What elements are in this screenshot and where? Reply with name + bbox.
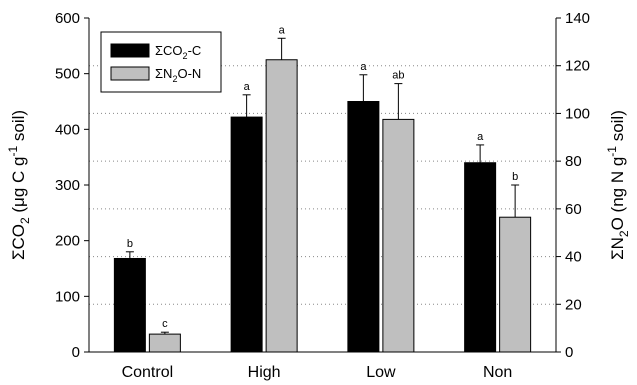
category-label: Low: [366, 364, 396, 381]
left-axis-title-part: (μg C g: [9, 157, 28, 218]
legend-swatch-n2o: [110, 66, 150, 81]
bars: b a a a c a ab b: [113, 24, 532, 353]
right-axis-title-part: ΣN: [608, 237, 627, 260]
left-tick-label: 100: [55, 288, 80, 305]
category-label: Control: [122, 364, 174, 381]
right-tick-label: 140: [565, 10, 590, 27]
legend: ΣCO2-C ΣN2O-N: [100, 31, 222, 93]
right-tick-label: 80: [565, 153, 582, 170]
significance-label: b: [512, 171, 518, 183]
legend-label-n2o-part: ΣN: [155, 66, 172, 81]
legend-label-n2o: ΣN2O-N: [155, 66, 201, 84]
right-tick-label: 0: [565, 344, 573, 361]
left-tick-label: 200: [55, 233, 80, 250]
left-axis-title: ΣCO2 (μg C g-1 soil): [6, 110, 32, 260]
left-tick-label: 500: [55, 66, 80, 83]
legend-label-co2: ΣCO2-C: [155, 43, 201, 61]
category-label: High: [248, 364, 281, 381]
bar: [347, 101, 380, 353]
right-axis-title-part: O (ng N g: [608, 157, 627, 231]
legend-label-co2-subscript: 2: [183, 51, 188, 61]
bar: [464, 162, 497, 353]
right-axis-title-subscript: 2: [617, 230, 631, 237]
legend-swatch-co2: [110, 43, 150, 58]
left-axis-title-part: ΣCO: [9, 224, 28, 260]
left-tick-label: 300: [55, 177, 80, 194]
significance-label: b: [127, 238, 133, 250]
right-tick-label: 100: [565, 105, 590, 122]
legend-label-n2o-subscript: 2: [172, 74, 177, 84]
bar: [148, 333, 181, 353]
bar: [230, 116, 263, 353]
left-tick-label: 0: [72, 344, 80, 361]
right-tick-label: 60: [565, 201, 582, 218]
left-axis-title-superscript: -1: [6, 146, 20, 157]
left-tick-label: 600: [55, 10, 80, 27]
left-axis-title-subscript: 2: [18, 217, 32, 224]
right-axis-title-part: soil): [608, 110, 627, 146]
legend-box: [100, 31, 222, 93]
significance-label: c: [162, 318, 168, 330]
significance-label: a: [244, 81, 251, 93]
right-axis-title: ΣN2O (ng N g-1 soil): [605, 110, 631, 260]
legend-label-co2-part: ΣCO: [155, 43, 183, 58]
significance-label: a: [279, 24, 286, 36]
bar: [113, 257, 146, 353]
category-label: Non: [483, 364, 512, 381]
bar: [265, 59, 298, 353]
right-tick-label: 120: [565, 58, 590, 75]
bar: [382, 118, 415, 353]
significance-label: a: [477, 131, 484, 143]
legend-label-co2-part: -C: [188, 43, 202, 58]
significance-label: ab: [392, 70, 404, 82]
significance-label: a: [360, 61, 367, 73]
left-axis-title-part: soil): [9, 110, 28, 146]
left-tick-label: 400: [55, 121, 80, 138]
right-tick-label: 20: [565, 296, 582, 313]
bar: [499, 216, 532, 353]
axes: 0 100 200 300 400 500 600 0 20 40 60 80 100 120 140 Con…: [55, 10, 590, 381]
right-tick-label: 40: [565, 249, 582, 266]
right-axis-title-superscript: -1: [605, 146, 619, 157]
legend-label-n2o-part: O-N: [177, 66, 201, 81]
